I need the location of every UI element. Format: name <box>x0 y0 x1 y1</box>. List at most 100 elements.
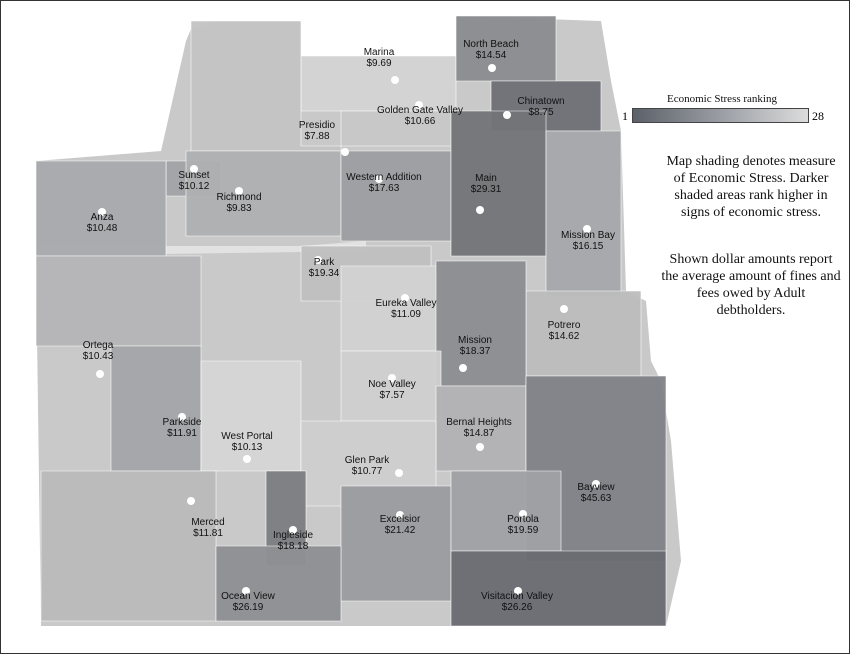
label-name-parkside: Parkside <box>162 417 202 428</box>
region-layer <box>35 15 681 627</box>
label-name-anza: Anza <box>90 212 114 223</box>
label-value-presidio: $7.88 <box>304 131 330 142</box>
label-value-anza: $10.48 <box>86 223 118 234</box>
marker-glen-park <box>395 469 403 477</box>
region-mission-bay <box>545 130 622 297</box>
label-value-excelsior: $21.42 <box>384 525 416 536</box>
label-name-richmond: Richmond <box>216 192 262 203</box>
shading-note: Map shading denotes measure of Economic … <box>666 154 836 220</box>
label-value-mission: $18.37 <box>459 346 491 357</box>
label-value-park: $19.34 <box>308 268 340 279</box>
label-value-west-portal: $10.13 <box>231 442 263 453</box>
label-name-bayview: Bayview <box>577 482 615 493</box>
label-value-noe-valley: $7.57 <box>379 390 405 401</box>
legend-min-label: 1 <box>622 109 628 123</box>
label-value-parkside: $11.91 <box>167 428 197 439</box>
marker-golden-gate-valley <box>415 101 423 109</box>
legend: Economic Stress ranking 1 28 <box>616 93 828 133</box>
label-value-visitacion-valley: $26.26 <box>501 602 533 613</box>
region-ocean-view <box>215 545 342 622</box>
legend-max-label: 28 <box>812 109 824 123</box>
label-value-sunset: $10.12 <box>178 181 210 192</box>
marker-mission <box>459 364 467 372</box>
label-value-ortega: $10.43 <box>82 351 114 362</box>
label-name-ocean-view: Ocean View <box>221 591 275 602</box>
amounts-note: Shown dollar amounts report the average … <box>661 252 841 318</box>
marker-sunset <box>190 165 198 173</box>
label-name-ortega: Ortega <box>82 340 114 351</box>
marker-mission-bay <box>583 225 591 233</box>
region-ortega <box>35 255 202 347</box>
label-value-western-addition: $17.63 <box>368 183 400 194</box>
label-value-bernal-heights: $14.87 <box>463 428 495 439</box>
region-western-addition <box>340 150 452 242</box>
label-value-mission-bay: $16.15 <box>572 241 604 252</box>
label-value-bayview: $45.63 <box>580 493 612 504</box>
label-value-ingleside: $18.18 <box>277 541 309 552</box>
label-name-noe-valley: Noe Valley <box>368 379 416 390</box>
marker-eureka-valley <box>401 294 409 302</box>
label-value-eureka-valley: $11.09 <box>391 309 421 320</box>
marker-marina <box>391 76 399 84</box>
marker-ingleside <box>289 526 297 534</box>
marker-excelsior <box>396 511 404 519</box>
label-name-presidio: Presidio <box>298 120 336 131</box>
label-name-park: Park <box>313 257 335 268</box>
region-parkside <box>110 345 202 472</box>
label-name-bernal-heights: Bernal Heights <box>446 417 512 428</box>
label-name-west-portal: West Portal <box>221 431 273 442</box>
label-name-mission-bay: Mission Bay <box>561 230 615 241</box>
marker-main <box>476 206 484 214</box>
marker-potrero <box>560 305 568 313</box>
marker-west-portal <box>243 455 251 463</box>
marker-western-addition <box>375 175 383 183</box>
label-value-merced: $11.81 <box>193 528 223 539</box>
marker-bayview <box>592 480 600 488</box>
marker-richmond <box>235 187 243 195</box>
region-portola <box>450 470 562 552</box>
label-name-potrero: Potrero <box>547 320 581 331</box>
marker-chinatown <box>503 111 511 119</box>
label-name-visitacion-valley: Visitacion Valley <box>481 591 553 602</box>
label-value-main: $29.31 <box>470 184 502 195</box>
label-name-glen-park: Glen Park <box>344 455 390 466</box>
marker-presidio <box>341 148 349 156</box>
label-name-north-beach: North Beach <box>463 39 519 50</box>
legend-title: Economic Stress ranking <box>667 93 777 105</box>
label-value-ocean-view: $26.19 <box>232 602 264 613</box>
marker-merced <box>187 497 195 505</box>
label-name-golden-gate-valley: Golden Gate Valley <box>377 105 463 116</box>
marker-anza <box>98 208 106 216</box>
label-value-portola: $19.59 <box>507 525 539 536</box>
label-name-eureka-valley: Eureka Valley <box>375 298 437 309</box>
label-name-excelsior: Excelsior <box>379 514 421 525</box>
label-name-portola: Portola <box>507 514 539 525</box>
label-name-marina: Marina <box>363 47 395 58</box>
region-potrero <box>525 290 642 377</box>
label-value-golden-gate-valley: $10.66 <box>404 116 436 127</box>
label-value-potrero: $14.62 <box>548 331 580 342</box>
label-name-merced: Merced <box>191 517 225 528</box>
marker-noe-valley <box>388 374 396 382</box>
label-value-chinatown: $8.75 <box>528 107 554 118</box>
region-richmond <box>185 150 342 237</box>
label-name-ingleside: Ingleside <box>272 530 314 541</box>
dot-layer <box>96 64 600 595</box>
region-west-portal <box>200 360 302 472</box>
marker-portola <box>519 510 527 518</box>
marker-visitacion-valley <box>514 587 522 595</box>
marker-bernal-heights <box>476 443 484 451</box>
marker-park <box>314 256 322 264</box>
region-golden-gate-valley <box>340 110 457 147</box>
region-mission <box>435 260 527 387</box>
marker-north-beach <box>488 64 496 72</box>
label-value-glen-park: $10.77 <box>351 466 383 477</box>
label-name-mission: Mission <box>458 335 492 346</box>
label-name-main: Main <box>475 173 497 184</box>
marker-ortega <box>96 370 104 378</box>
marker-parkside <box>178 413 186 421</box>
label-value-marina: $9.69 <box>366 58 392 69</box>
label-value-north-beach: $14.54 <box>475 50 507 61</box>
